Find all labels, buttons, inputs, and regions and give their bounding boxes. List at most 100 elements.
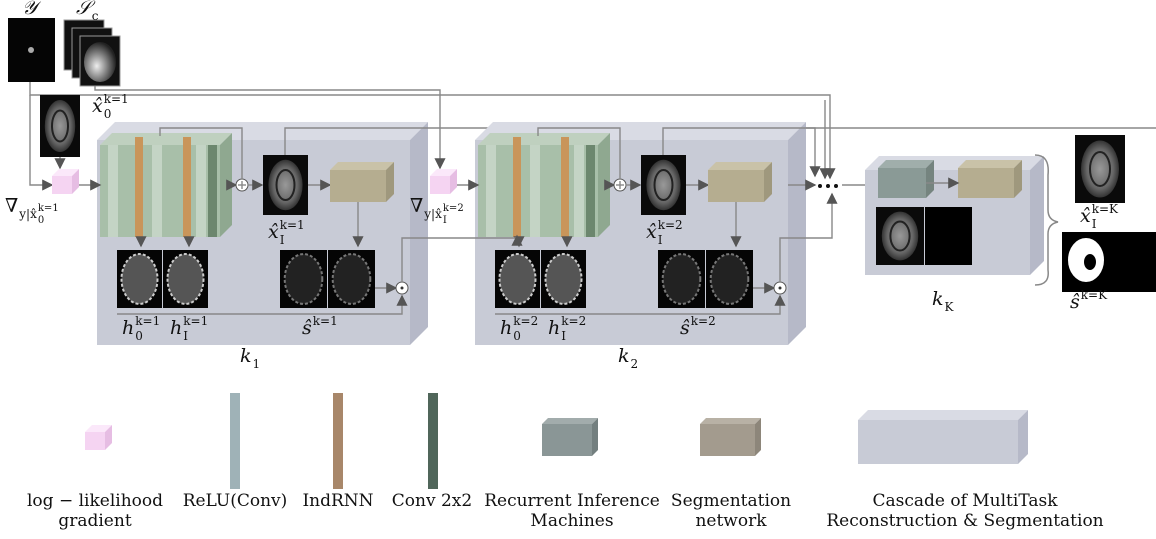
indrnn — [513, 137, 521, 237]
cascade-box — [1030, 156, 1044, 275]
legend-rim — [542, 424, 592, 456]
sensitivity-map — [84, 42, 116, 82]
legend-seg — [700, 424, 755, 456]
conv2x2 — [586, 145, 595, 237]
label-part: k — [240, 345, 252, 367]
label-part: x̂ — [92, 95, 103, 117]
label-part: k=2 — [691, 314, 716, 328]
operator — [779, 287, 782, 290]
feature-map — [168, 254, 204, 304]
legend-rim — [592, 418, 598, 456]
cascade-box — [788, 122, 806, 345]
label-part: K — [945, 300, 955, 314]
legend-label: Segmentation — [671, 491, 791, 511]
segmentation-network — [708, 162, 772, 170]
label-part: k=1 — [280, 218, 305, 232]
label-part: k=1 — [104, 92, 129, 106]
label-part: k=2 — [561, 314, 586, 328]
label-part: k=1 — [183, 314, 208, 328]
rim-block — [478, 133, 610, 145]
legend-label: network — [695, 511, 767, 531]
feature-map — [546, 254, 582, 304]
label-part: h — [548, 317, 560, 339]
feature-map — [500, 254, 536, 304]
label-part: x̂ — [646, 221, 657, 243]
label-part: I — [280, 233, 285, 247]
label-part: h — [122, 317, 134, 339]
label-part: I — [658, 233, 663, 247]
mri-image — [882, 212, 918, 261]
relu-conv — [486, 145, 496, 237]
label-part: k=2 — [443, 203, 464, 214]
label-part: 1 — [253, 357, 261, 371]
label-part: k=1 — [38, 203, 59, 214]
label-part: ŝ — [302, 317, 312, 339]
rim-block — [878, 168, 926, 198]
legend-label: log − likelihood — [27, 491, 163, 511]
segmentation-map — [1084, 254, 1096, 270]
legend-label: ReLU(Conv) — [183, 491, 288, 511]
label-part: x̂ — [268, 221, 279, 243]
feature-map — [711, 254, 749, 304]
legend-conv — [428, 393, 438, 489]
gradient-cube — [52, 176, 72, 194]
label-part: k — [932, 288, 944, 310]
label-part: ŝ — [1070, 291, 1080, 313]
diagram: 𝒴𝒮c∇y|x̂k=10x̂k=1Ihk=10hk=1Iŝk=1k1x̂k=10… — [0, 0, 1156, 539]
relu-conv — [196, 145, 206, 237]
segmentation-network — [330, 170, 386, 202]
indrnn — [561, 137, 569, 237]
legend-cascade — [858, 410, 1028, 420]
label-part: c — [92, 9, 99, 23]
relu-conv — [574, 145, 584, 237]
indrnn — [135, 137, 143, 237]
legend-label: Reconstruction & Segmentation — [826, 511, 1103, 531]
label-part: k=K — [1092, 202, 1119, 216]
feature-map — [122, 254, 158, 304]
label-part: x̂ — [1080, 205, 1091, 227]
indrnn — [183, 137, 191, 237]
label-part: k=1 — [135, 314, 160, 328]
legend-rim — [542, 418, 598, 424]
feature-map — [663, 254, 701, 304]
ellipsis-dot — [826, 184, 830, 188]
label-part: I — [183, 329, 188, 343]
legend-relu — [230, 393, 240, 489]
relu-conv — [152, 145, 162, 237]
cascade-box — [410, 122, 428, 345]
kspace-image — [28, 47, 34, 53]
segmentation-network — [708, 170, 764, 202]
ellipsis-dot — [834, 184, 838, 188]
rim-block — [878, 160, 934, 168]
label-part: I — [561, 329, 566, 343]
relu-conv — [108, 145, 118, 237]
label-part: 𝒴 — [22, 0, 42, 19]
legend-label: Cascade of MultiTask — [872, 491, 1058, 511]
label-part: ∇ — [410, 195, 423, 217]
legend-label: IndRNN — [302, 491, 373, 511]
legend-seg — [700, 418, 761, 424]
label-part: ∇ — [5, 195, 18, 217]
label-part: k=2 — [513, 314, 538, 328]
label-part: 0 — [135, 329, 143, 343]
feature-map — [333, 254, 371, 304]
label-part: 2 — [631, 357, 639, 371]
gradient-cube — [85, 432, 105, 450]
label-part: k=1 — [313, 314, 338, 328]
label-part: h — [500, 317, 512, 339]
mri-image — [268, 160, 302, 210]
label-part: ŝ — [680, 317, 690, 339]
mri-image — [646, 160, 680, 210]
conv2x2 — [208, 145, 217, 237]
ellipsis-dot — [818, 184, 822, 188]
legend-seg — [755, 418, 761, 456]
rim-block — [100, 133, 232, 145]
label-part: I — [443, 215, 447, 226]
segmentation-map — [925, 207, 972, 265]
mri-image — [45, 100, 75, 152]
label-part: k — [618, 345, 630, 367]
relu-conv — [530, 145, 540, 237]
segmentation-network — [958, 160, 1022, 168]
legend-label: gradient — [58, 511, 131, 531]
mri-image — [1081, 140, 1119, 197]
